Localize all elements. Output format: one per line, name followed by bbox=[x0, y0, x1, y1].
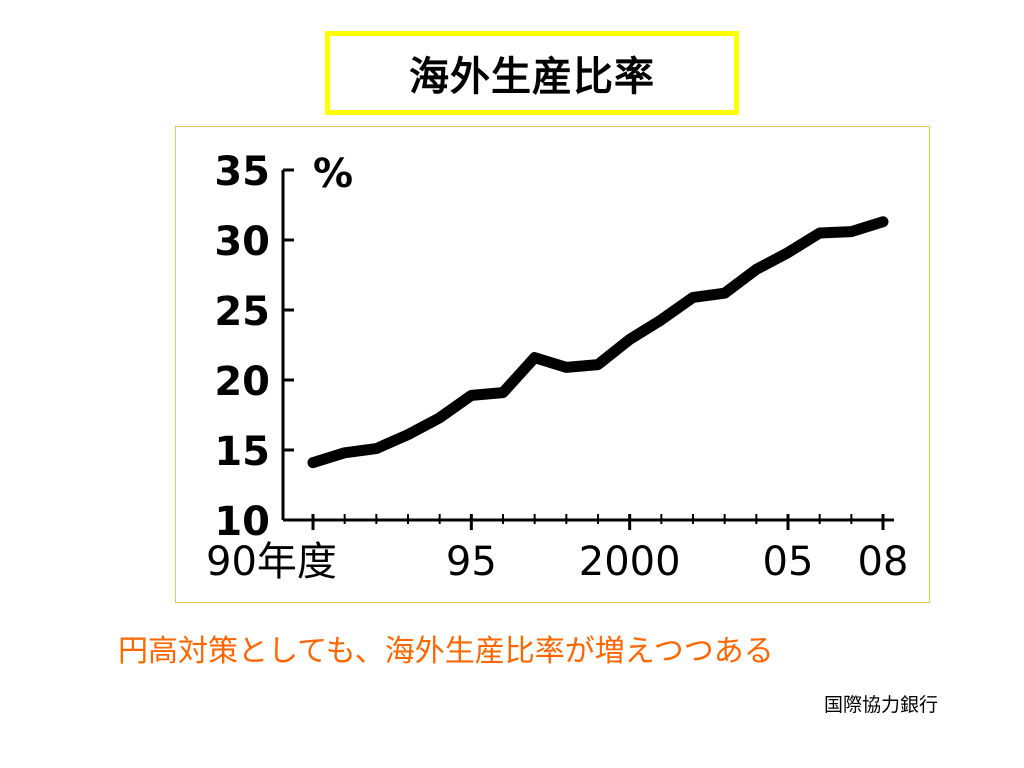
y-tick-label: 10 bbox=[214, 499, 270, 545]
data-point bbox=[721, 290, 728, 297]
data-point bbox=[310, 459, 316, 466]
data-point bbox=[436, 414, 443, 421]
data-point bbox=[341, 449, 348, 456]
y-tick-label: 20 bbox=[214, 359, 270, 405]
chart-frame: 10 15 20 25 30 35% 90年度 95 2000 05 08 bbox=[175, 126, 930, 603]
x-tick-label: 90年度 bbox=[206, 539, 337, 585]
line-chart: 10 15 20 25 30 35 % 90年度 95 2000 05 08 bbox=[206, 149, 909, 585]
data-point bbox=[753, 266, 760, 273]
data-point bbox=[785, 249, 791, 256]
source-label: 国際協力銀行 bbox=[823, 694, 938, 716]
data-point bbox=[500, 389, 506, 396]
data-point bbox=[816, 230, 823, 236]
data-point bbox=[468, 392, 475, 399]
y-tick-label: 30 bbox=[214, 219, 270, 265]
caption-text: 円高対策としても、海外生産比率が増えつつある bbox=[118, 634, 774, 669]
x-tick-label: 08 bbox=[858, 539, 909, 585]
data-point bbox=[658, 316, 665, 323]
data-point bbox=[405, 431, 411, 438]
x-tick-label: 95 bbox=[446, 539, 497, 585]
y-tick-label: 25 bbox=[214, 289, 270, 335]
data-point bbox=[373, 445, 380, 452]
series-line bbox=[307, 216, 889, 469]
y-tick-label: 15 bbox=[214, 429, 270, 475]
page-title: 海外生産比率 bbox=[409, 54, 655, 100]
y-tick-label: 35 bbox=[214, 149, 270, 195]
data-point bbox=[531, 354, 538, 361]
y-unit-label: % bbox=[313, 151, 353, 197]
x-tick-label: 05 bbox=[763, 539, 814, 585]
data-point bbox=[563, 364, 570, 371]
title-box: 海外生産比率 bbox=[325, 31, 739, 115]
data-point bbox=[880, 218, 886, 225]
x-tick-label: 2000 bbox=[579, 539, 681, 585]
data-point bbox=[848, 228, 855, 235]
data-point bbox=[626, 336, 633, 343]
data-point bbox=[690, 294, 696, 301]
data-point bbox=[595, 361, 601, 368]
